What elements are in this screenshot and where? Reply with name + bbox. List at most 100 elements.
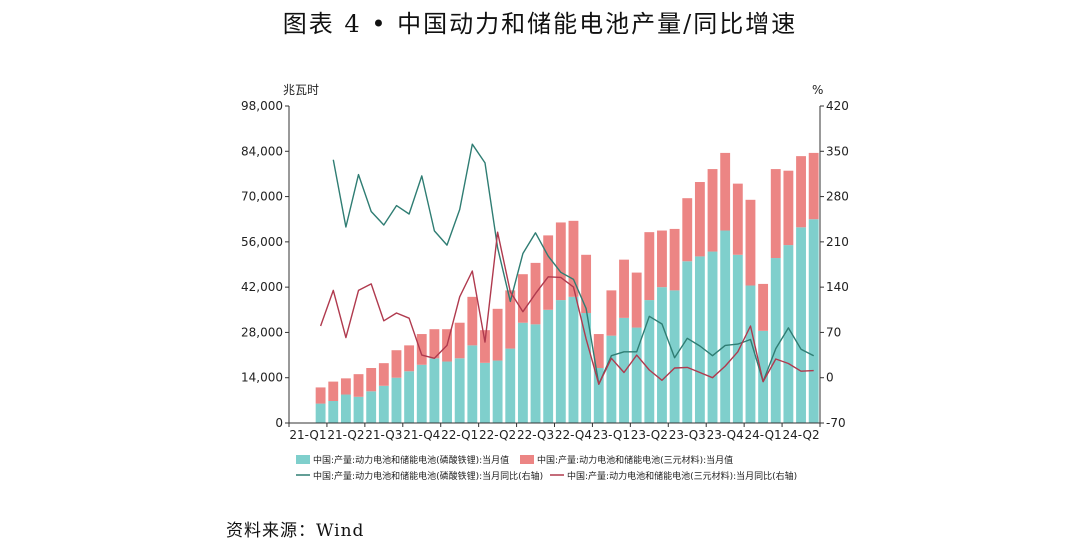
- line-lfp-yoy: [332, 143, 815, 385]
- bar-lfp: [644, 300, 655, 423]
- right-tick-label: -70: [826, 416, 846, 430]
- bar-ncm: [657, 230, 667, 288]
- bar-ncm: [391, 350, 402, 378]
- bar-lfp: [391, 377, 402, 423]
- bar-ncm: [669, 228, 680, 291]
- bar-ncm: [505, 290, 516, 349]
- bar-lfp: [543, 309, 554, 423]
- bar-ncm: [416, 334, 427, 365]
- bar-ncm: [783, 170, 794, 246]
- bar-ncm: [429, 329, 440, 359]
- bar-lfp: [758, 330, 769, 423]
- bar-ncm: [492, 308, 503, 361]
- x-tick-label: 22-Q1: [441, 428, 478, 442]
- line-series: [319, 143, 815, 385]
- bar-ncm: [517, 274, 528, 323]
- bar-lfp: [682, 261, 693, 423]
- line-ncm-yoy: [319, 231, 814, 385]
- bar-lfp: [404, 371, 415, 423]
- bar-lfp: [454, 358, 465, 423]
- bar-ncm: [353, 374, 364, 397]
- bar-lfp: [593, 368, 604, 423]
- x-tick-label: 22-Q2: [479, 428, 516, 442]
- bar-ncm: [340, 378, 351, 395]
- legend-swatch-lfp-bar: [296, 455, 310, 464]
- left-tick-label: 70,000: [241, 190, 283, 204]
- bar-ncm: [366, 368, 377, 392]
- bar-lfp: [353, 396, 364, 423]
- bar-ncm: [606, 290, 617, 336]
- bar-lfp: [530, 324, 541, 423]
- bar-lfp: [480, 362, 490, 423]
- left-tick-label: 14,000: [241, 371, 283, 385]
- bar-ncm: [378, 363, 389, 386]
- source-note: 资料来源：Wind: [226, 521, 365, 541]
- left-tick-label: 42,000: [241, 280, 283, 294]
- right-tick-label: 140: [826, 280, 849, 294]
- x-tick-label: 21-Q3: [365, 428, 402, 442]
- x-tick-label: 21-Q2: [327, 428, 364, 442]
- bar-lfp: [619, 317, 629, 423]
- figure-title: 图表 4 • 中国动力和储能电池产量/同比增速: [282, 10, 798, 38]
- legend-swatch-ncm-bar: [520, 455, 534, 464]
- left-tick-label: 84,000: [241, 144, 283, 158]
- bar-lfp: [707, 251, 718, 423]
- bar-lfp: [492, 360, 503, 423]
- x-tick-label: 23-Q2: [631, 428, 668, 442]
- right-tick-label: 0: [826, 371, 834, 385]
- bar-ncm: [682, 198, 693, 262]
- x-tick-label: 21-Q4: [403, 428, 440, 442]
- bar-lfp: [429, 358, 440, 423]
- right-tick-label: 350: [826, 144, 849, 158]
- bar-lfp: [694, 256, 705, 423]
- bar-ncm: [808, 152, 819, 220]
- bar-ncm: [480, 330, 490, 363]
- bar-lfp: [770, 258, 781, 423]
- bar-lfp: [631, 327, 642, 423]
- bar-ncm: [631, 272, 642, 328]
- bar-ncm: [694, 182, 705, 257]
- bar-ncm: [796, 156, 806, 228]
- bar-lfp: [315, 403, 326, 423]
- bar-ncm: [593, 334, 604, 369]
- x-tick-label: 22-Q4: [555, 428, 592, 442]
- left-tick-label: 0: [275, 416, 283, 430]
- bar-series: [315, 152, 819, 423]
- bar-lfp: [745, 285, 756, 423]
- axes: 0 14,000 28,000 42,000 56,000 70,000 84,000 98,…: [241, 99, 849, 442]
- bar-lfp: [581, 313, 592, 423]
- right-axis-unit: %: [812, 83, 823, 97]
- bar-ncm: [581, 254, 592, 314]
- bar-ncm: [328, 381, 339, 402]
- bar-ncm: [758, 283, 769, 331]
- bar-lfp: [796, 227, 806, 423]
- bar-lfp: [657, 287, 667, 423]
- bar-lfp: [606, 335, 617, 423]
- bar-ncm: [619, 259, 629, 318]
- bar-ncm: [707, 169, 718, 252]
- x-tick-label: 23-Q4: [707, 428, 744, 442]
- bar-lfp: [732, 254, 743, 423]
- bar-ncm: [555, 222, 566, 301]
- right-tick-label: 70: [826, 325, 841, 339]
- bar-ncm: [404, 345, 415, 372]
- x-tick-label: 23-Q1: [593, 428, 630, 442]
- x-tick-label: 24-Q1: [745, 428, 782, 442]
- x-tick-label: 23-Q3: [669, 428, 706, 442]
- bar-ncm: [745, 199, 756, 286]
- legend-label-lfp-line: 中国:产量:动力电池和储能电池(磷酸铁锂):当月同比(右轴): [313, 470, 543, 482]
- bar-ncm: [644, 232, 655, 301]
- bar-lfp: [505, 348, 516, 423]
- bar-lfp: [340, 394, 351, 423]
- left-tick-label: 98,000: [241, 99, 283, 113]
- bar-ncm: [732, 183, 743, 255]
- legend: 中国:产量:动力电池和储能电池(磷酸铁锂):当月值 中国:产量:动力电池和储能电…: [296, 454, 797, 482]
- bar-ncm: [467, 296, 478, 346]
- left-tick-label: 28,000: [241, 325, 283, 339]
- bar-lfp: [366, 391, 377, 423]
- left-axis-unit: 兆瓦时: [283, 83, 319, 97]
- x-tick-label: 21-Q1: [289, 428, 326, 442]
- bar-ncm: [568, 220, 579, 297]
- bar-lfp: [568, 296, 579, 423]
- x-tick-label: 22-Q3: [517, 428, 554, 442]
